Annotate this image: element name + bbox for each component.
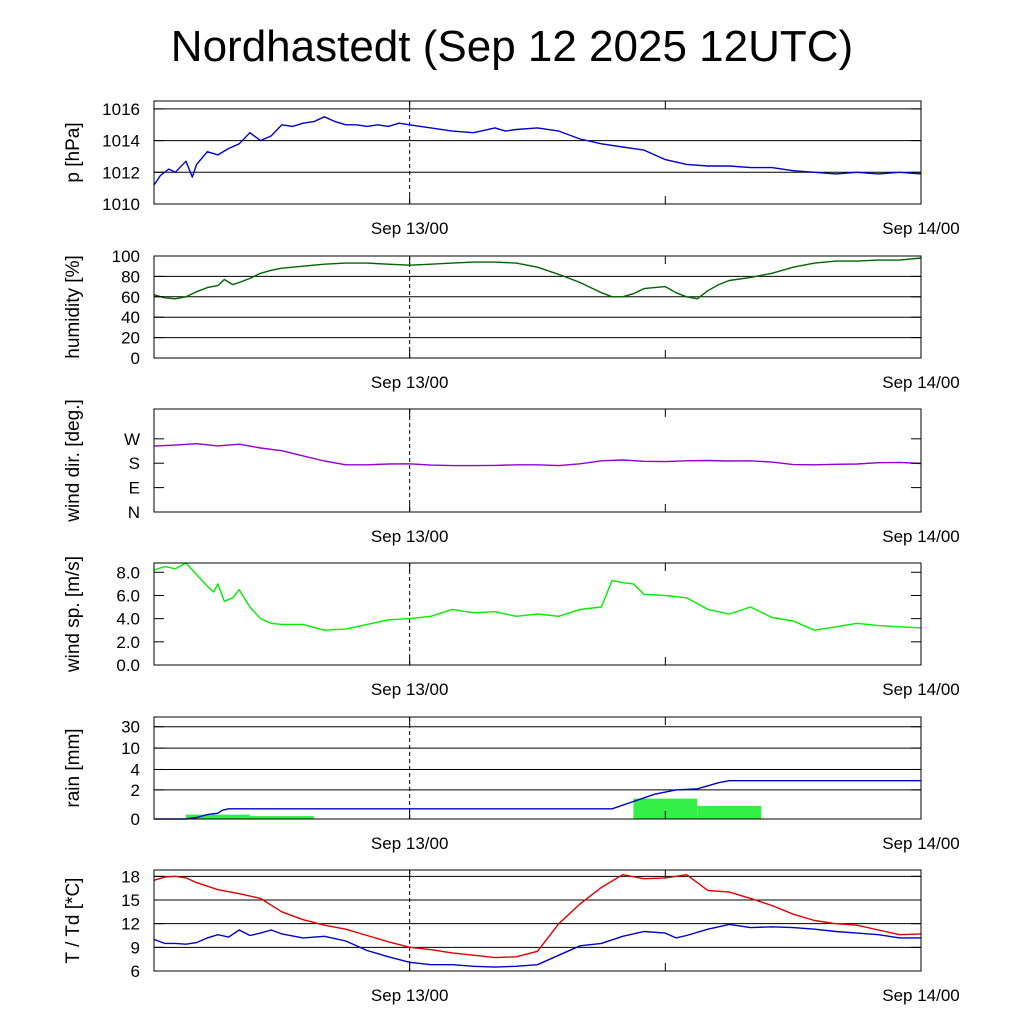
series-line-accumulated xyxy=(154,780,921,820)
chart-title: Nordhastedt (Sep 12 2025 12UTC) xyxy=(170,22,854,71)
y-tick-label: W xyxy=(124,430,140,449)
x-tick-label: Sep 13/00 xyxy=(371,680,449,699)
y-tick-label: 15 xyxy=(121,891,140,910)
series-line-wind_dir xyxy=(153,443,922,467)
y-tick-label: 9 xyxy=(131,938,140,957)
series-line-Td xyxy=(153,923,921,968)
plot-frame xyxy=(153,100,922,205)
y-tick-label: 1012 xyxy=(102,163,140,182)
y-tick-label: 2.0 xyxy=(116,633,140,652)
y-tick-label: 6 xyxy=(131,962,140,981)
plot-frame xyxy=(153,255,922,359)
x-tick-label: Sep 14/00 xyxy=(882,373,960,392)
y-tick-label: 40 xyxy=(121,308,140,327)
y-axis-label: rain [mm] xyxy=(63,728,84,807)
y-tick-label: 4 xyxy=(131,760,140,779)
plot-frame xyxy=(153,562,922,666)
x-tick-label: Sep 14/00 xyxy=(882,219,960,238)
y-tick-label: 1014 xyxy=(102,132,140,151)
y-tick-label: 6.0 xyxy=(116,586,140,605)
x-tick-label: Sep 14/00 xyxy=(882,986,960,1005)
series-line-pressure xyxy=(153,116,922,186)
y-tick-label: 10 xyxy=(121,739,140,758)
x-tick-label: Sep 13/00 xyxy=(371,219,449,238)
panel-rain: 0 2 4 10 30 Sep 13/00 Sep 14/00 rain [mm] xyxy=(63,716,960,853)
y-tick-label: 80 xyxy=(121,267,140,286)
y-tick-label: 12 xyxy=(121,915,140,934)
y-tick-label: 0 xyxy=(131,349,140,368)
rain-bar xyxy=(249,816,314,819)
x-tick-label: Sep 13/00 xyxy=(371,986,449,1005)
y-tick-label: 20 xyxy=(121,329,140,348)
y-tick-label: 8.0 xyxy=(116,563,140,582)
y-tick-label: 18 xyxy=(121,867,140,886)
y-tick-label: 1010 xyxy=(102,195,140,214)
x-tick-label: Sep 14/00 xyxy=(882,527,960,546)
panel-wind_speed: 0.0 2.0 4.0 6.0 8.0 Sep 13/00 Sep 14/00 wind sp… xyxy=(63,556,960,699)
plot-frame xyxy=(153,716,922,820)
plot-frame xyxy=(153,408,922,513)
rain-bar xyxy=(185,814,250,819)
x-tick-label: Sep 13/00 xyxy=(371,527,449,546)
y-tick-label: E xyxy=(129,479,140,498)
y-axis-label: T / Td [*C] xyxy=(63,878,84,964)
y-axis-label: wind sp. [m/s] xyxy=(63,556,84,673)
y-axis-label: p [hPa] xyxy=(63,122,84,182)
y-tick-label: 30 xyxy=(121,718,140,737)
y-tick-label: 2 xyxy=(131,781,140,800)
y-tick-label: 60 xyxy=(121,288,140,307)
y-tick-label: 0.0 xyxy=(116,656,140,675)
y-axis-label: wind dir. [deg.] xyxy=(63,399,84,523)
series-line-T xyxy=(153,874,922,959)
series-line-humidity xyxy=(153,257,922,300)
rain-bar xyxy=(697,805,762,819)
y-tick-label: 4.0 xyxy=(116,610,140,629)
y-tick-label: S xyxy=(129,454,140,473)
series-line-wind_speed xyxy=(153,562,922,631)
y-tick-label: N xyxy=(128,503,140,522)
x-tick-label: Sep 13/00 xyxy=(371,834,449,853)
x-tick-label: Sep 14/00 xyxy=(882,680,960,699)
y-tick-label: 100 xyxy=(112,247,140,266)
plot-frame xyxy=(153,869,922,972)
panel-temperature: 6 9 12 15 18 Sep 13/00 Sep 14/00 T / Td [*C] xyxy=(63,867,960,1005)
panel-pressure: 1010 1012 1014 1016 Sep 13/00 Sep 14/00 p [hPa… xyxy=(63,100,960,238)
y-axis-label: humidity [%] xyxy=(63,255,84,358)
y-tick-label: 1016 xyxy=(102,100,140,119)
y-tick-label: 0 xyxy=(131,810,140,829)
x-tick-label: Sep 14/00 xyxy=(882,834,960,853)
rain-bar xyxy=(633,798,698,819)
x-tick-label: Sep 13/00 xyxy=(371,373,449,392)
